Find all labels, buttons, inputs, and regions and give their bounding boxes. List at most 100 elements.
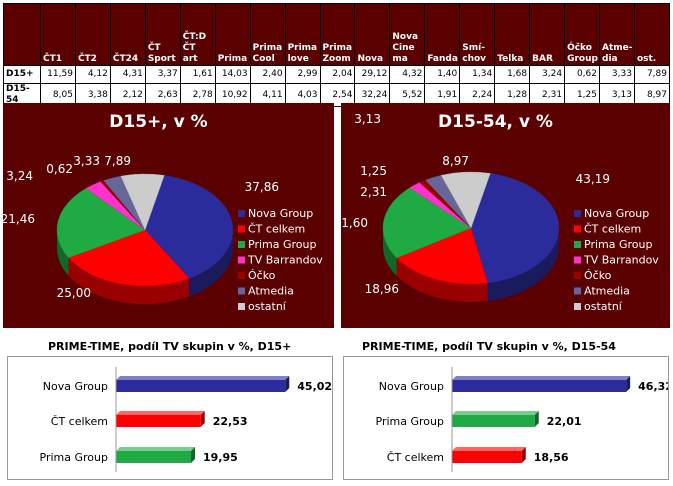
pie-value-label: 3,24: [6, 169, 33, 183]
pie-value-label: 2,31: [360, 185, 387, 199]
pie-slice-prima-group: [382, 187, 472, 259]
bar-value-label: 19,95: [203, 451, 238, 464]
bar-category-label: ČT celkem: [51, 415, 108, 428]
legend-item-nova-group: Nova Group: [248, 207, 313, 220]
pie-panel-d1554: D15-54, v % 43,19 18,96 21,60 2,31 1,25 3,13 8,…: [334, 103, 670, 328]
table-header-prima-cool: Prima Cool: [249, 3, 286, 66]
bar-ct-celkem: [452, 451, 522, 463]
bar-top: [452, 447, 526, 451]
table-corner: [3, 3, 41, 66]
bar-prima-group: [116, 451, 192, 463]
pie-side-nova-group: [487, 228, 559, 301]
table-cell: 29,12: [354, 65, 391, 84]
table-cell: 1,34: [459, 65, 496, 84]
table-cell: 14,03: [214, 65, 251, 84]
pie-value-label: 1,25: [360, 164, 387, 178]
pie-side-ct-celkem: [396, 257, 488, 302]
legend-item-atmedia: Atmedia: [248, 285, 294, 298]
pie-slice-nova-group: [144, 175, 234, 279]
legend-item-tv-barrandov: TV Barrandov: [247, 254, 323, 267]
bar-top: [116, 411, 205, 415]
table-header-ct-sport: ČT Sport: [144, 3, 181, 66]
table-header-ocko-group: Óčko Group: [564, 3, 600, 66]
pie-sides: [57, 230, 233, 304]
pie-side-ct-celkem: [68, 257, 190, 304]
table-cell: 1,40: [424, 65, 461, 84]
bar-top: [116, 447, 196, 451]
table-header-ct24: ČT24: [109, 3, 146, 66]
bar-value-label: 22,01: [547, 415, 582, 428]
legend-swatch: [238, 303, 245, 310]
table-cell: 3,24: [529, 65, 566, 84]
table-cell: 7,89: [633, 65, 671, 84]
table-cell: 2,04: [319, 65, 356, 84]
table-header-row: ČT1 ČT2 ČT24 ČT Sport ČT:D ČT art Prima Prima …: [3, 3, 671, 66]
pie-value-label: 43,19: [576, 172, 610, 186]
bar-value-label: 46,32: [638, 380, 668, 393]
bar-side: [191, 447, 196, 463]
legend-item-ct-celkem: ČT celkem: [248, 223, 305, 236]
legend-item-atmedia: Atmedia: [584, 285, 630, 298]
pie-slice-ct-celkem: [68, 229, 190, 287]
table-header-ct1: ČT1: [40, 3, 76, 66]
legend-swatch: [574, 287, 581, 295]
bar-value-label: 45,02: [297, 380, 332, 393]
pie-title: D15-54, v %: [438, 112, 553, 132]
pie-title: D15+, v %: [109, 112, 207, 132]
bar-category-label: Nova Group: [43, 380, 108, 393]
bar-category-label: ČT celkem: [387, 451, 444, 464]
table-cell: 1,68: [494, 65, 531, 84]
legend-swatch: [238, 241, 245, 248]
pie-slice-ct-celkem: [396, 227, 489, 285]
bar-chart-title-d15plus: PRIME-TIME, podíl TV skupin v %, D15+: [48, 340, 292, 353]
table-cell: 4,31: [109, 65, 146, 84]
pie-value-label: 3,33: [73, 154, 100, 168]
legend-item-nova-group: Nova Group: [584, 207, 649, 220]
table-header-fanda: Fanda: [424, 3, 461, 66]
table-header-ct-d-ct-art: ČT:D ČT art: [179, 3, 216, 66]
bar-value-label: 18,56: [534, 451, 569, 464]
legend-swatch: [238, 225, 245, 233]
table-cell: 3,33: [599, 65, 635, 84]
bar-category-label: Prima Group: [376, 415, 444, 428]
legend-item-ct-celkem: ČT celkem: [584, 223, 641, 236]
legend-item-ostatni: ostatní: [248, 300, 287, 313]
bar-panel-d1554: Nova Group 46,32 Prima Group 22,01 ČT celkem…: [343, 356, 673, 480]
table-header-bar: BAR: [529, 3, 566, 66]
table-cell: 2,99: [284, 65, 321, 84]
pie-side-prima-group: [57, 230, 69, 276]
pie-value-label: 3,13: [354, 112, 381, 126]
legend-swatch: [574, 225, 581, 233]
legend-swatch: [238, 256, 245, 264]
pie-side-prima-group: [383, 228, 397, 276]
legend-swatch: [574, 272, 581, 279]
pie-value-label: 0,62: [46, 162, 73, 176]
table-cell: 3,37: [144, 65, 181, 84]
table-cell: 2,40: [249, 65, 286, 84]
bar-value-label: 22,53: [213, 415, 248, 428]
pie-slice-nova-group: [470, 173, 560, 284]
legend-swatch: [238, 272, 245, 279]
table-cell: 1,61: [179, 65, 216, 84]
pie-value-label: 37,86: [245, 180, 279, 194]
table-header-nova: Nova: [354, 3, 391, 66]
pie-value-label: 8,97: [442, 154, 469, 168]
share-table: ČT1 ČT2 ČT24 ČT Sport ČT:D ČT art Prima Prima …: [3, 3, 671, 107]
table-header-prima-love: Prima love: [284, 3, 321, 66]
bar-ct-celkem: [116, 415, 201, 427]
legend-swatch: [574, 256, 581, 264]
table-header-ost: ost.: [633, 3, 671, 66]
legend-item-ocko: Óčko: [584, 269, 612, 282]
table-row-label: D15+: [3, 65, 41, 84]
bar-nova-group: [452, 380, 627, 392]
table-cell: 4,32: [389, 65, 426, 84]
bar-panel-d15plus: Nova Group 45,02 ČT celkem 22,53 Prima Group…: [7, 356, 333, 480]
pie-side-nova-group: [189, 230, 233, 297]
bar-side: [285, 376, 290, 392]
table-header-atme-dia: Atme- dia: [599, 3, 635, 66]
pie-value-label: 25,00: [57, 286, 91, 300]
bar-chart-title-d1554: PRIME-TIME, podíl TV skupin v %, D15-54: [362, 340, 616, 353]
pie-slice-ostatni: [440, 171, 491, 229]
bar-side: [200, 411, 205, 427]
pie-sides: [383, 228, 559, 302]
